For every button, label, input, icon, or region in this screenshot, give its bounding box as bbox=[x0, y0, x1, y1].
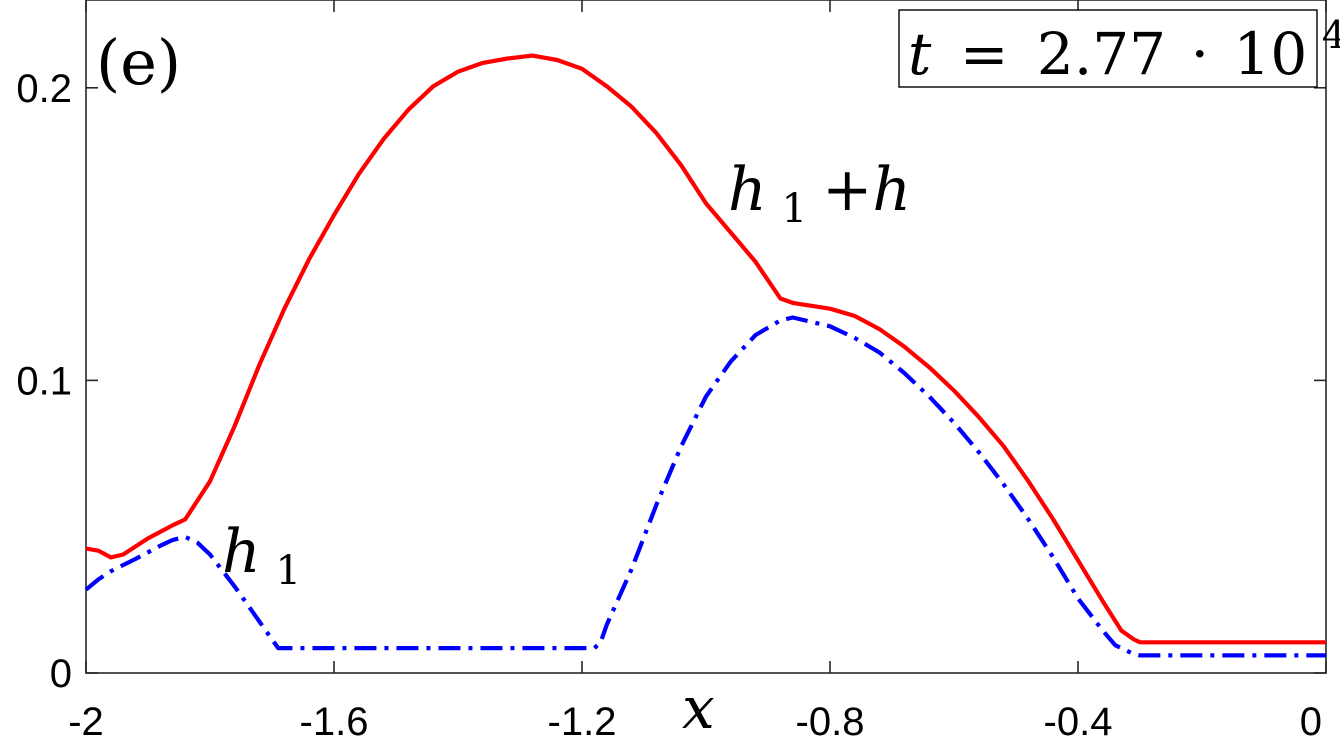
x-tick-label: -2 bbox=[68, 700, 104, 744]
time-equals: = bbox=[960, 20, 1009, 88]
panel-label: (e) bbox=[96, 26, 181, 99]
y-tick-label: 0.2 bbox=[16, 67, 72, 111]
time-mantissa: 2.77 bbox=[1037, 20, 1166, 88]
plot-area bbox=[85, 0, 1327, 674]
series-label-h1-plus-h: h 1 +h bbox=[728, 155, 911, 235]
time-base: 10 bbox=[1234, 20, 1308, 88]
time-annotation: t = 2.77 · 10 4 bbox=[898, 9, 1340, 88]
x-tick-label: 0 bbox=[1300, 700, 1322, 744]
time-exponent: 4 bbox=[1322, 13, 1340, 57]
time-annotation-text: t = 2.77 · 10 4 bbox=[908, 13, 1340, 88]
series-label-h1-sub: 1 bbox=[276, 548, 301, 594]
x-tick-label: -1.6 bbox=[300, 700, 369, 744]
panel-label-text: (e) bbox=[96, 26, 181, 99]
axis-tick-labels: -2 -1.6 -1.2 -0.8 -0.4 0 0 0.1 0.2 bbox=[16, 67, 1322, 744]
series-line-1 bbox=[84, 315, 1326, 658]
series-label-h1-plus-h-sub: 1 bbox=[782, 186, 807, 232]
series-label-h1-plus-h-base: h bbox=[728, 155, 767, 225]
series-label-h1-base: h bbox=[222, 517, 261, 587]
time-var: t bbox=[908, 20, 932, 88]
x-axis-label: x bbox=[682, 674, 715, 742]
series-line-0 bbox=[85, 53, 1326, 645]
x-tick-label: -0.4 bbox=[1044, 700, 1113, 744]
series-label-h1-plus-h-rest: +h bbox=[822, 155, 911, 225]
time-dot: · bbox=[1191, 20, 1209, 88]
series-layer bbox=[84, 53, 1326, 658]
y-tick-label: 0.1 bbox=[16, 359, 72, 403]
y-tick-label: 0 bbox=[50, 652, 72, 696]
x-tick-label: -1.2 bbox=[548, 700, 617, 744]
series-label-h1: h 1 bbox=[222, 517, 301, 594]
time-annotation-box bbox=[898, 9, 1318, 88]
x-tick-label: -0.8 bbox=[796, 700, 865, 744]
